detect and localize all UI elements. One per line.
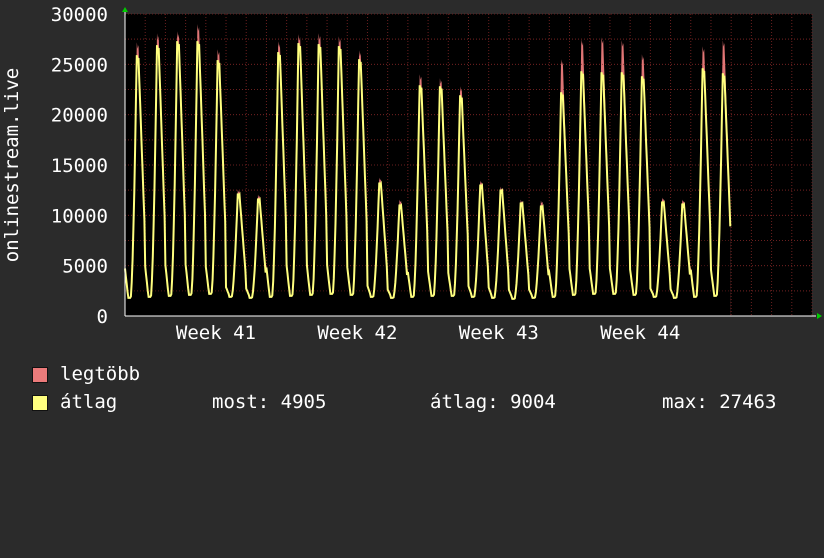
- y-tick-label: 10000: [51, 205, 108, 227]
- legend-row-avg: átlag most: 4905 átlag: 9004 max: 27463: [32, 390, 824, 414]
- legend-label-max: legtöbb: [60, 363, 141, 385]
- y-tick-label: 30000: [51, 4, 108, 26]
- y-tick-label: 25000: [51, 54, 108, 76]
- legend-swatch-max: [32, 367, 48, 383]
- y-axis-label: onlinestream.live: [1, 67, 23, 263]
- series-avg-fill: [125, 41, 731, 316]
- legend-row-max: legtöbb: [32, 362, 140, 386]
- x-tick-label: Week 44: [600, 322, 680, 344]
- stat-now: most: 4905: [212, 391, 327, 413]
- legend-label-avg: átlag: [60, 391, 118, 413]
- y-axis-arrow: [122, 7, 128, 12]
- chart-panel: 0 5000 10000 15000 20000 25000 30000 Week 41 Wee…: [1, 4, 824, 414]
- y-tick-label: 5000: [62, 256, 108, 278]
- y-tick-label: 0: [97, 306, 108, 328]
- x-tick-label: Week 43: [459, 322, 539, 344]
- legend-swatch-avg: [32, 395, 48, 411]
- stat-max: max: 27463: [662, 391, 777, 413]
- traffic-chart: 0 5000 10000 15000 20000 25000 30000 Week 41 Wee…: [51, 4, 822, 344]
- x-tick-label: Week 41: [176, 322, 256, 344]
- x-axis-arrow: [817, 313, 822, 319]
- stat-average: átlag: 9004: [430, 391, 556, 413]
- y-tick-label: 15000: [51, 155, 108, 177]
- x-tick-label: Week 42: [317, 322, 397, 344]
- series-avg-line: [124, 41, 732, 300]
- y-tick-label: 20000: [51, 105, 108, 127]
